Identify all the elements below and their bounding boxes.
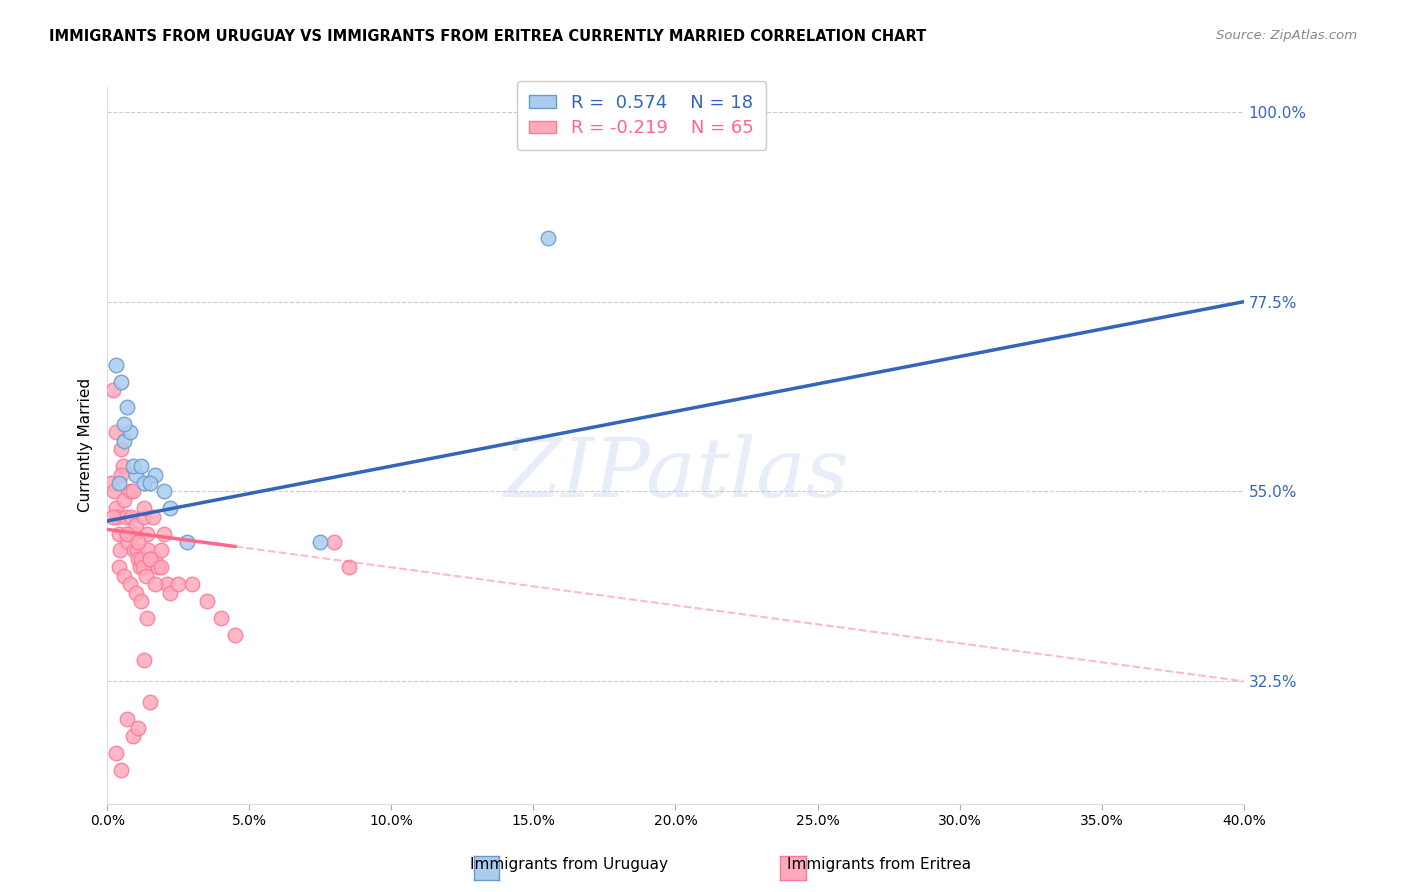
Point: [134, 569, 156, 583]
Point: [108, 543, 131, 558]
Point: [110, 467, 132, 482]
Point: [124, 467, 146, 482]
Point: [159, 501, 181, 516]
Point: [127, 535, 149, 549]
Point: [115, 400, 138, 414]
Point: [145, 552, 167, 566]
Point: [132, 476, 155, 491]
Point: [127, 721, 149, 735]
Text: Immigrants from Uruguay: Immigrants from Uruguay: [471, 857, 668, 872]
Legend: R =  0.574    N = 18, R = -0.219    N = 65: R = 0.574 N = 18, R = -0.219 N = 65: [516, 81, 766, 150]
Point: [125, 543, 148, 558]
Point: [104, 501, 127, 516]
Point: [103, 484, 125, 499]
Point: [323, 535, 346, 549]
Point: [121, 729, 143, 743]
Point: [153, 484, 176, 499]
Point: [132, 501, 155, 516]
Point: [128, 560, 150, 574]
Point: [181, 577, 204, 591]
Point: [124, 585, 146, 599]
Point: [124, 518, 146, 533]
Point: [117, 535, 139, 549]
Point: [118, 577, 141, 591]
Point: [148, 560, 170, 574]
Point: [127, 552, 149, 566]
Point: [112, 417, 135, 431]
Point: [139, 476, 162, 491]
Point: [145, 577, 167, 591]
Point: [107, 560, 129, 574]
Point: [110, 763, 132, 777]
Point: [129, 594, 152, 608]
Point: [309, 535, 332, 549]
Point: [112, 434, 135, 448]
Point: [121, 484, 143, 499]
Point: [136, 611, 159, 625]
Text: Immigrants from Eritrea: Immigrants from Eritrea: [787, 857, 970, 872]
Point: [150, 560, 173, 574]
Point: [176, 535, 198, 549]
Point: [104, 425, 127, 440]
Point: [121, 526, 143, 541]
Point: [118, 484, 141, 499]
Point: [105, 509, 128, 524]
Point: [104, 358, 127, 372]
Point: [100, 476, 122, 491]
Point: [101, 509, 124, 524]
Point: [131, 560, 153, 574]
Point: [112, 569, 135, 583]
Point: [115, 526, 138, 541]
Point: [156, 577, 179, 591]
Point: [110, 375, 132, 389]
Point: [139, 552, 162, 566]
Point: [104, 746, 127, 760]
Point: [115, 526, 138, 541]
Point: [132, 509, 155, 524]
Point: [112, 492, 135, 507]
Text: IMMIGRANTS FROM URUGUAY VS IMMIGRANTS FROM ERITREA CURRENTLY MARRIED CORRELATION: IMMIGRANTS FROM URUGUAY VS IMMIGRANTS FR…: [49, 29, 927, 44]
Text: Source: ZipAtlas.com: Source: ZipAtlas.com: [1216, 29, 1357, 42]
Point: [107, 526, 129, 541]
Point: [129, 552, 152, 566]
Text: ZIPatlas: ZIPatlas: [503, 434, 848, 514]
Point: [118, 425, 141, 440]
Point: [120, 509, 142, 524]
Point: [121, 459, 143, 474]
Y-axis label: Currently Married: Currently Married: [79, 378, 93, 512]
Point: [209, 611, 232, 625]
Point: [136, 526, 159, 541]
Point: [139, 695, 162, 709]
Point: [139, 552, 162, 566]
Point: [337, 560, 360, 574]
Point: [132, 653, 155, 667]
Point: [150, 543, 173, 558]
Point: [195, 594, 218, 608]
Point: [536, 231, 558, 245]
Point: [122, 543, 145, 558]
Point: [138, 543, 160, 558]
Point: [142, 509, 165, 524]
Point: [159, 585, 181, 599]
Point: [110, 442, 132, 457]
Point: [167, 577, 190, 591]
Point: [129, 459, 152, 474]
Point: [224, 628, 246, 642]
Point: [153, 526, 176, 541]
Point: [115, 712, 138, 726]
Point: [101, 383, 124, 397]
Point: [107, 476, 129, 491]
Point: [114, 509, 136, 524]
Point: [145, 467, 167, 482]
Point: [111, 459, 134, 474]
